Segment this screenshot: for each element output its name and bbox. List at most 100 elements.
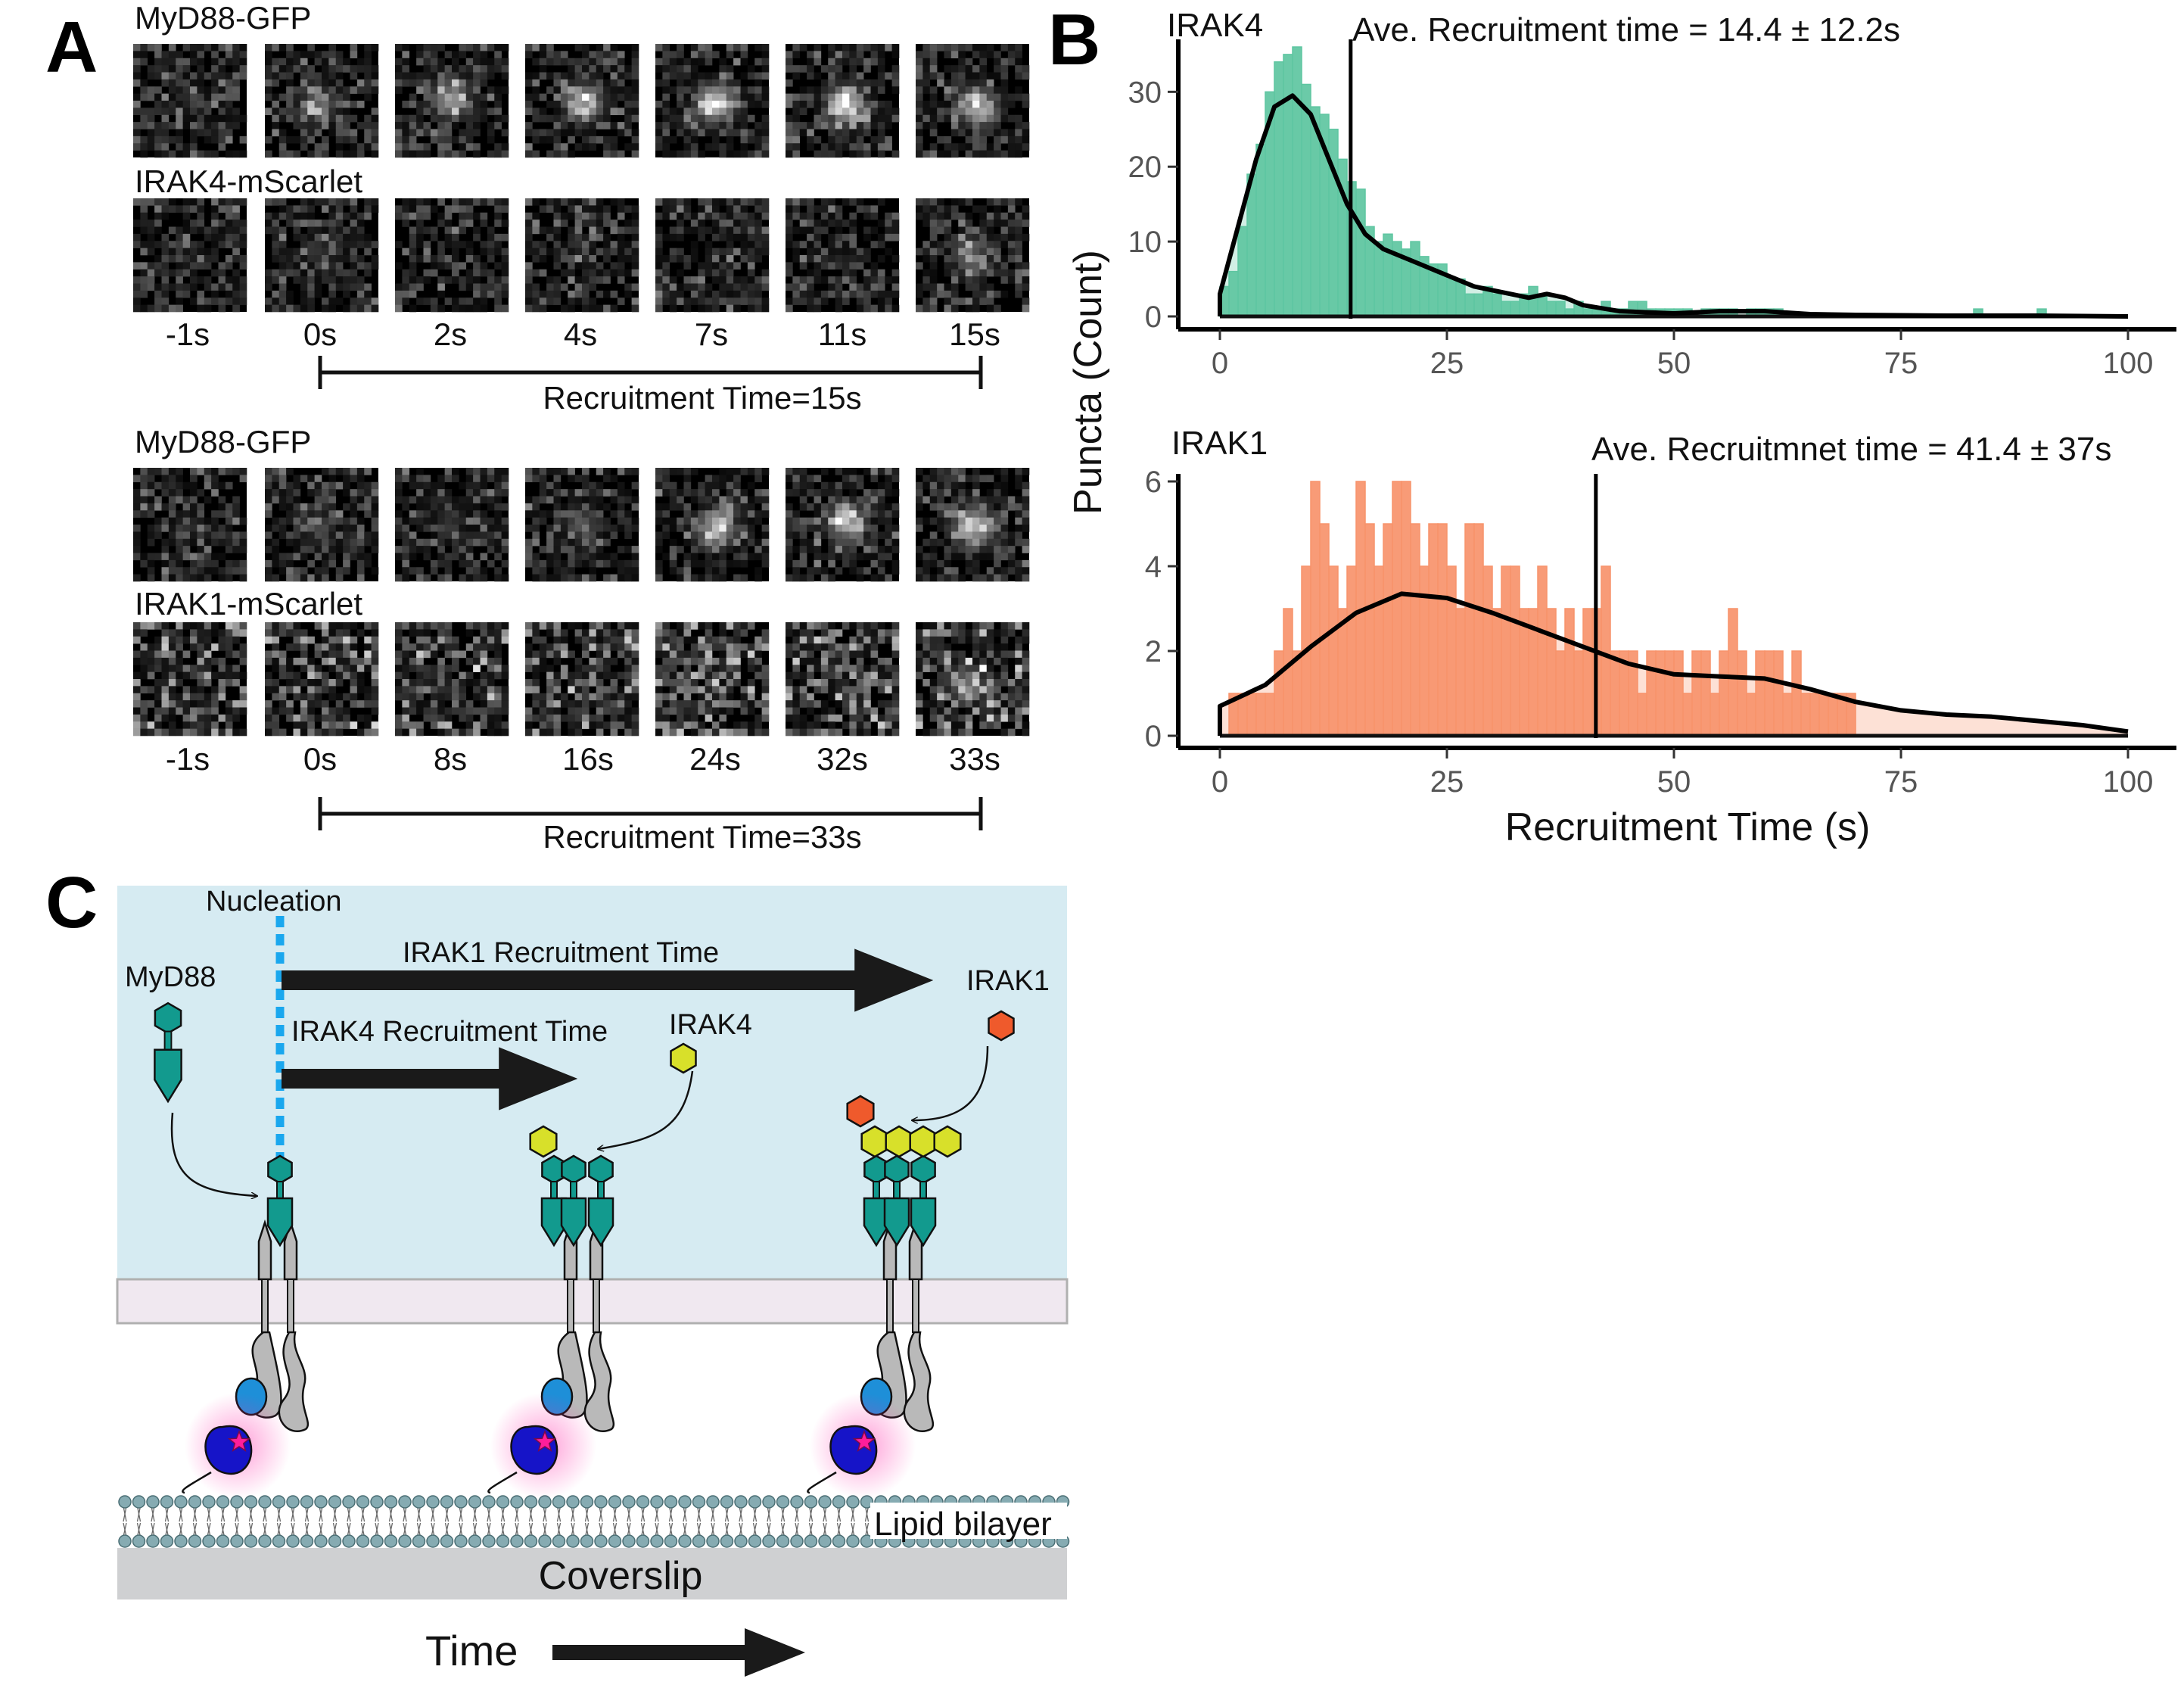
- microscopy-tile: [786, 622, 900, 737]
- panel-a: A MyD88-GFP IRAK4-mScarlet -1s 0s 2s 4s …: [45, 0, 1030, 855]
- microscopy-tile: [133, 44, 247, 158]
- microscopy-tile: [655, 44, 770, 158]
- microscopy-tile: [786, 198, 900, 313]
- recruitment-bracket: [318, 356, 983, 389]
- x-tick-label: 0: [1212, 765, 1228, 799]
- irak1-label: IRAK1: [966, 965, 1050, 997]
- stage-irak4-recruited: [487, 1125, 615, 1499]
- y-tick-label: 2: [1145, 635, 1162, 668]
- histogram-bar: [1455, 608, 1466, 737]
- histogram-bar: [1464, 293, 1475, 317]
- chart-subtitle: IRAK4: [1167, 7, 1263, 44]
- free-myd88-molecule: [154, 1001, 182, 1104]
- microscopy-tile: [525, 44, 639, 158]
- time-label: -1s: [166, 741, 210, 777]
- panel-a-group-irak1: MyD88-GFP IRAK1-mScarlet -1s 0s 8s 16s 2…: [133, 424, 1030, 855]
- histogram-bar: [1782, 693, 1793, 737]
- histogram-bar: [1537, 565, 1548, 737]
- microscopy-tile: [133, 622, 247, 737]
- histogram-bar: [1428, 523, 1439, 737]
- time-label: Time: [425, 1627, 518, 1674]
- histogram-bar: [1646, 650, 1657, 737]
- histogram-bar: [1737, 650, 1747, 737]
- histogram-bar: [1473, 293, 1484, 317]
- histogram-bar: [1446, 278, 1457, 317]
- y-tick-label: 0: [1145, 720, 1162, 753]
- panel-b: B Puncta (Count) Recruitment Time (s) IR…: [1048, 0, 2176, 849]
- panel-a-group-irak4: MyD88-GFP IRAK4-mScarlet -1s 0s 2s 4s 7s…: [133, 0, 1030, 416]
- irak4-mscarlet-image-row: [133, 198, 1030, 313]
- histogram-bar: [1655, 650, 1666, 737]
- x-tick-label: 100: [2103, 347, 2154, 380]
- panel-b-label: B: [1048, 0, 1100, 80]
- irak4-binding-arrow: [598, 1070, 694, 1149]
- x-tick-label: 25: [1430, 347, 1464, 380]
- histogram-bar: [1719, 650, 1729, 737]
- histogram-bar: [1274, 650, 1284, 737]
- x-axis-label: Recruitment Time (s): [1505, 805, 1871, 849]
- x-tick-label: 100: [2103, 765, 2154, 799]
- irak4-histogram: IRAK4 Ave. Recruitment time = 14.4 ± 12.…: [1128, 7, 2176, 380]
- myd88-label: MyD88: [125, 961, 216, 993]
- x-tick-label: 25: [1430, 765, 1464, 799]
- histogram-bar: [1446, 565, 1457, 737]
- histogram-bar: [1573, 650, 1584, 737]
- histogram-bar: [1673, 650, 1684, 737]
- y-tick-label: 30: [1128, 76, 1162, 109]
- y-tick-label: 20: [1128, 151, 1162, 184]
- histogram-bar: [1410, 523, 1420, 737]
- x-tick-label: 50: [1657, 765, 1691, 799]
- time-label: 33s: [949, 741, 1000, 777]
- irak1-mscarlet-label: IRAK1-mScarlet: [135, 586, 362, 621]
- x-tick-label: 75: [1884, 765, 1918, 799]
- density-curve: [1218, 591, 2129, 736]
- y-tick-label: 4: [1145, 550, 1162, 584]
- microscopy-tile: [265, 622, 379, 737]
- microscopy-tile: [525, 468, 639, 582]
- histogram-bar: [1755, 650, 1766, 737]
- myd88-gfp-image-row: [133, 44, 1030, 158]
- microscopy-tile: [786, 44, 900, 158]
- histogram-bar: [1764, 650, 1775, 737]
- histogram-bar: [1237, 226, 1248, 317]
- coverslip-band: [117, 1548, 1067, 1599]
- microscopy-tile: [395, 622, 509, 737]
- irak1-recruitment-label: IRAK1 Recruitment Time: [403, 937, 719, 969]
- histogram-bar: [1728, 608, 1738, 737]
- lipid-label-background: [870, 1503, 1067, 1539]
- histogram-bar: [1374, 565, 1384, 737]
- microscopy-tile: [916, 44, 1030, 158]
- recruitment-bracket: [318, 797, 983, 830]
- panel-c: C Coverslip Lipid bilayer Nucleation IRA…: [45, 862, 1070, 1677]
- x-tick-label: 75: [1884, 347, 1918, 380]
- time-label: 8s: [434, 741, 467, 777]
- histogram-bar: [1237, 693, 1248, 737]
- histogram-bar: [1383, 523, 1393, 737]
- x-tick-label: 0: [1212, 347, 1228, 380]
- time-label: 4s: [564, 316, 597, 352]
- histogram-bar: [1818, 693, 1829, 737]
- irak1-mscarlet-image-row: [133, 622, 1030, 737]
- histogram-bar: [1283, 608, 1293, 737]
- microscopy-tile: [655, 622, 770, 737]
- histogram-bar: [1546, 608, 1557, 737]
- histogram-bar: [1582, 608, 1593, 737]
- histogram-bar: [1265, 693, 1275, 737]
- histogram-bar: [1510, 301, 1520, 317]
- microscopy-tile: [916, 198, 1030, 313]
- histogram-bar: [1528, 285, 1538, 317]
- time-labels-row: -1s 0s 8s 16s 24s 32s 33s: [166, 741, 1000, 777]
- time-label: 11s: [818, 316, 867, 352]
- microscopy-tile: [786, 468, 900, 582]
- histogram-bar: [1401, 481, 1411, 737]
- microscopy-tile: [916, 622, 1030, 737]
- histogram-bar: [1800, 693, 1811, 737]
- histogram-bar: [1464, 523, 1475, 737]
- coverslip-label: Coverslip: [539, 1554, 703, 1598]
- stage-irak1-recruited: [807, 1095, 962, 1499]
- histogram-bar: [1700, 650, 1711, 737]
- histogram-bar: [1228, 270, 1239, 317]
- histogram-bar: [1410, 241, 1420, 317]
- histogram-bar: [1546, 301, 1557, 317]
- lipid-bilayer: [118, 1495, 1070, 1548]
